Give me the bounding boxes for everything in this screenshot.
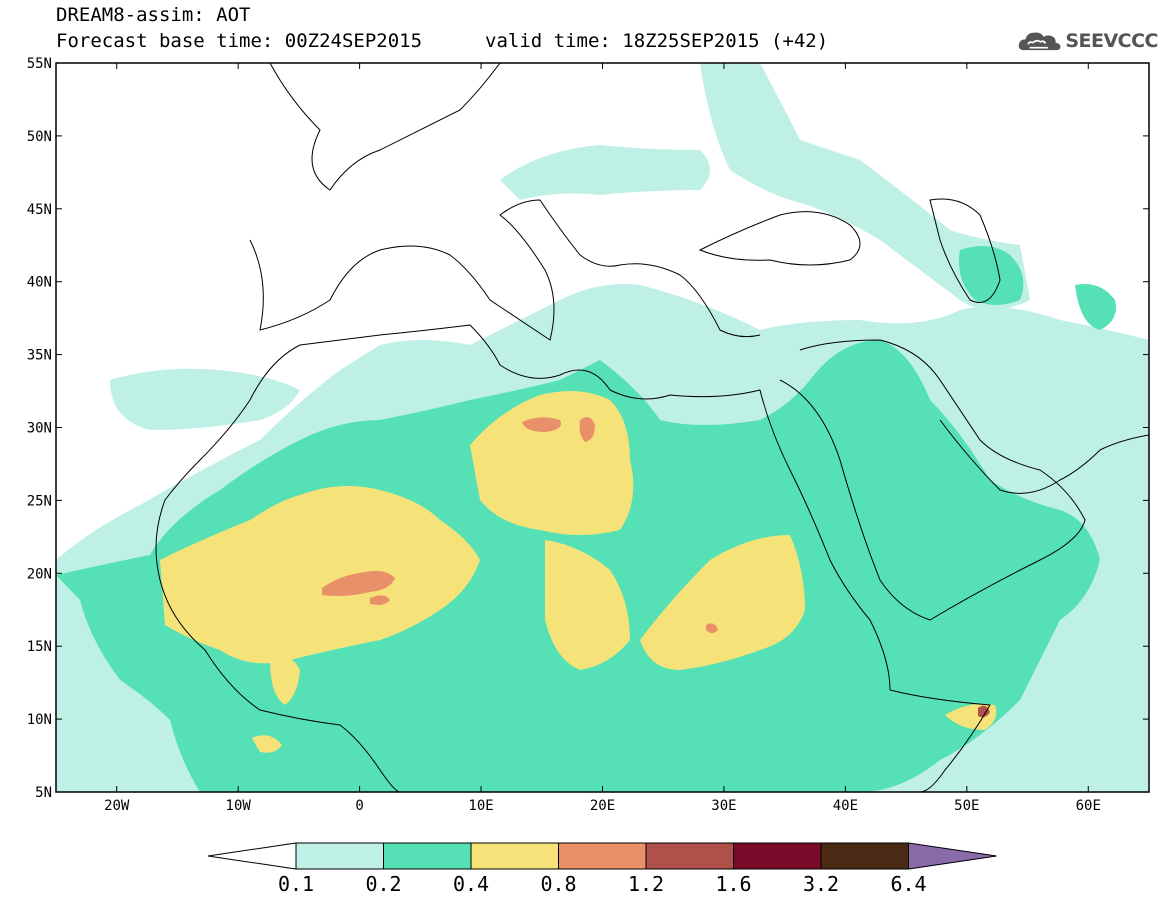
colorbar-swatch [645, 842, 734, 870]
logo-text: SEEVCCC [1065, 30, 1158, 52]
aot-field-0.4-mali-south [270, 656, 300, 705]
chart-title: DREAM8-assim: AOT [56, 4, 251, 26]
seevccc-logo: SEEVCCC [1018, 24, 1158, 58]
longitude-axis: 20W 10W 0 10E 20E 30E 40E 50E 60E [104, 63, 1101, 814]
colorbar: 0.1 0.2 0.4 0.8 1.2 1.6 3.2 6.4 [207, 842, 997, 896]
colorbar-label: 0.2 [365, 872, 401, 896]
cloud-logo-icon [1018, 32, 1061, 51]
coastline-caspian [929, 198, 1001, 303]
aot-field-0.4-gabon [252, 735, 282, 753]
valid-time: valid time: 18Z25SEP2015 (+42) [485, 30, 829, 52]
aot-field-0.4-west [160, 486, 480, 664]
colorbar-swatch [470, 842, 559, 870]
lon-tick-label: 60E [1076, 798, 1101, 814]
lon-tick-label: 30E [711, 798, 736, 814]
coastline-horn [889, 689, 991, 792]
colorbar-swatch [820, 842, 909, 870]
lat-tick-label: 50N [27, 129, 52, 145]
lat-tick-label: 45N [27, 202, 52, 218]
colorbar-swatch [383, 842, 472, 870]
lat-tick-label: 55N [27, 56, 52, 72]
colorbar-label: 0.8 [540, 872, 576, 896]
aot-field-0.8-libya-b [579, 416, 595, 442]
colorbar-swatch [733, 842, 822, 870]
coastline-africa-north [299, 324, 761, 400]
aot-fields [56, 63, 1149, 792]
coastlines [155, 63, 1149, 792]
colorbar-swatch [295, 842, 384, 870]
forecast-base-time: Forecast base time: 00Z24SEP2015 [56, 30, 423, 52]
coastline-gulf [939, 419, 1149, 494]
colorbar-label: 3.2 [803, 872, 839, 896]
aot-field-0.1-balkans [500, 145, 710, 200]
aot-field-0.1-north [700, 63, 1030, 310]
lat-tick-label: 10N [27, 712, 52, 728]
coastline-red-sea [759, 389, 891, 691]
aot-field-0.8-sudan [706, 623, 718, 633]
lat-tick-label: 40N [27, 275, 52, 291]
lat-tick-label: 15N [27, 639, 52, 655]
lon-tick-label: 10E [468, 798, 493, 814]
aot-field-1.2-somalia [978, 705, 990, 718]
aot-field-0.8-mali-b [370, 595, 390, 605]
lat-tick-label: 35N [27, 348, 52, 364]
colorbar-max-arrow [908, 842, 997, 870]
lon-tick-label: 20E [590, 798, 615, 814]
aot-field-0.8-mali [322, 570, 395, 596]
lon-tick-label: 40E [833, 798, 858, 814]
aot-field-0.8-libya [522, 417, 561, 432]
colorbar-min-arrow [207, 842, 297, 870]
coastline-europe [249, 199, 761, 341]
lat-tick-label: 20N [27, 566, 52, 582]
lon-tick-label: 10W [226, 798, 252, 814]
aot-field-0.4-chad [545, 540, 630, 670]
lat-tick-label: 25N [27, 493, 52, 509]
aot-field-0.2-east [1075, 284, 1116, 330]
colorbar-label: 0.1 [278, 872, 314, 896]
coastline-northern-europe [269, 63, 501, 191]
colorbar-label: 1.2 [628, 872, 664, 896]
aot-field-0.2-caspian [959, 246, 1024, 305]
lon-tick-label: 50E [954, 798, 979, 814]
colorbar-label: 1.6 [715, 872, 751, 896]
lat-tick-label: 30N [27, 421, 52, 437]
coastline-arabia [779, 339, 1086, 621]
lon-tick-label: 20W [104, 798, 130, 814]
aot-field-0.4-sudan [640, 535, 805, 670]
latitude-axis: 55N 50N 45N 40N 35N 30N 25N 20N 15N 10N 5N [27, 56, 1149, 801]
lat-tick-label: 5N [35, 785, 52, 801]
coastline-black-sea [698, 211, 861, 266]
aot-field-0.1-west [110, 368, 300, 430]
colorbar-swatch [558, 842, 647, 870]
lon-tick-label: 0 [355, 798, 363, 814]
coastline-africa-west [155, 344, 401, 792]
colorbar-label: 6.4 [890, 872, 926, 896]
colorbar-label: 0.4 [453, 872, 489, 896]
